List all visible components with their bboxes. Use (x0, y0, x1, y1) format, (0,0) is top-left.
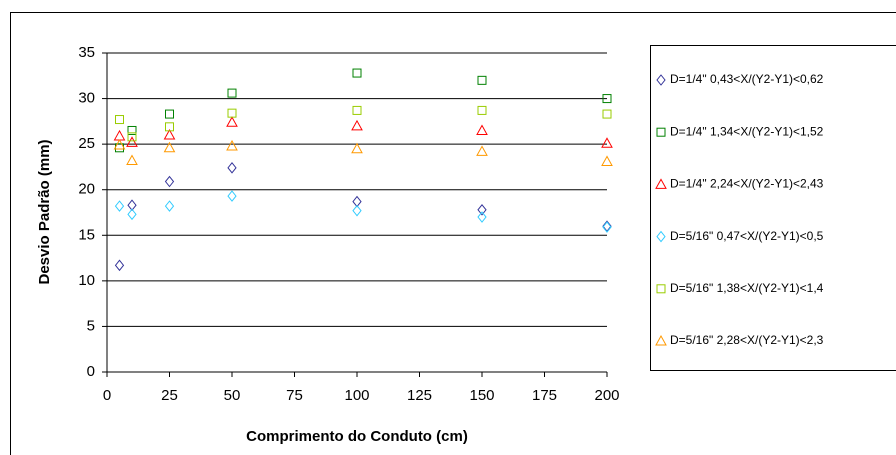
x-axis-title: Comprimento do Conduto (cm) (246, 428, 468, 445)
point (164, 200, 175, 212)
x-tick-label: 25 (161, 387, 178, 404)
point (477, 105, 487, 115)
x-tick-label: 200 (594, 387, 619, 404)
point (163, 141, 176, 153)
y-tick-label: 0 (87, 363, 95, 380)
point (227, 190, 237, 202)
legend-marker (656, 127, 666, 137)
point (477, 211, 487, 223)
point (602, 221, 612, 233)
y-tick-label: 15 (78, 226, 95, 243)
point (351, 119, 363, 131)
point (352, 204, 362, 217)
point (127, 208, 137, 221)
point (477, 75, 487, 85)
point (164, 175, 175, 188)
point (352, 68, 362, 78)
point (602, 220, 612, 232)
chart-border (10, 12, 896, 455)
legend-marker (655, 334, 667, 346)
x-tick-label: 150 (469, 387, 494, 404)
point (113, 139, 126, 150)
point (126, 154, 138, 166)
y-tick-label: 30 (78, 90, 95, 107)
legend-label: D=5/16" 2,28<X/(Y2-Y1)<2,3 (670, 333, 824, 347)
point (352, 195, 362, 208)
point (601, 137, 613, 148)
point (476, 124, 488, 135)
y-axis-title: Desvio Padrão (mm) (36, 139, 53, 284)
legend-marker (656, 230, 666, 243)
point (477, 203, 487, 216)
point (226, 139, 238, 151)
x-tick-label: 125 (407, 387, 432, 404)
legend-label: D=5/16" 1,38<X/(Y2-Y1)<1,4 (670, 281, 824, 295)
point (227, 88, 237, 98)
point (115, 115, 124, 125)
point (602, 109, 612, 119)
y-tick-label: 25 (78, 135, 95, 152)
legend-label: D=1/4" 1,34<X/(Y2-Y1)<1,52 (670, 124, 824, 138)
point (127, 125, 137, 135)
y-tick-label: 5 (87, 317, 95, 334)
legend-marker (655, 178, 667, 189)
legend-marker (656, 284, 666, 294)
point (114, 259, 125, 272)
legend-marker (656, 74, 666, 86)
x-tick-label: 0 (103, 387, 111, 404)
point (226, 116, 238, 127)
legend-label: D=1/4" 2,24<X/(Y2-Y1)<2,43 (670, 177, 824, 191)
y-tick-label: 20 (78, 181, 95, 198)
legend-box (650, 45, 896, 371)
point (113, 129, 126, 141)
point (127, 199, 137, 212)
x-tick-label: 75 (286, 387, 303, 404)
point (602, 94, 612, 104)
point (476, 145, 488, 156)
point (165, 122, 174, 132)
point (165, 109, 174, 119)
x-tick-label: 50 (224, 387, 241, 404)
legend-label: D=5/16" 0,47<X/(Y2-Y1)<0,5 (670, 229, 824, 243)
y-tick-label: 10 (78, 272, 95, 289)
point (601, 155, 613, 166)
point (351, 142, 363, 154)
x-tick-label: 175 (532, 387, 557, 404)
point (126, 136, 138, 147)
y-tick-label: 35 (78, 44, 95, 61)
legend-label: D=1/4" 0,43<X/(Y2-Y1)<0,62 (670, 72, 824, 86)
point (227, 162, 237, 174)
point (114, 200, 125, 212)
point (227, 108, 237, 118)
x-tick-label: 100 (344, 387, 369, 404)
point (163, 128, 176, 140)
point (352, 105, 362, 115)
point (127, 132, 137, 142)
